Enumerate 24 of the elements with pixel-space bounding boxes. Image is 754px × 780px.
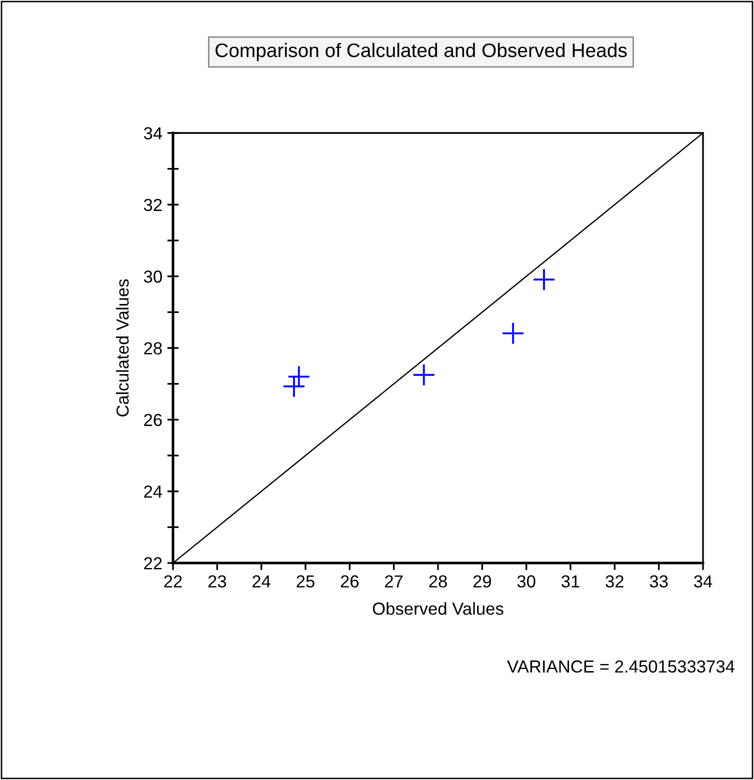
- y-tick-label: 26: [144, 414, 162, 426]
- chart-title: Comparison of Calculated and Observed Heads: [216, 42, 627, 62]
- y-tick-label: 32: [144, 198, 162, 212]
- x-tick-label: 32: [606, 575, 624, 588]
- x-tick-label: 28: [429, 575, 447, 588]
- x-tick-label: 24: [252, 575, 270, 588]
- y-tick-label: 30: [144, 270, 162, 283]
- x-tick-label: 34: [694, 575, 712, 588]
- x-tick-label: 25: [296, 575, 314, 588]
- y-axis-title: Calculated Values: [116, 279, 129, 416]
- x-axis-title: Observed Values: [372, 602, 504, 615]
- x-tick-label: 23: [208, 575, 226, 588]
- text: VARIANCE = 2.45015333734: [507, 660, 734, 673]
- x-tick-label: 30: [517, 575, 536, 588]
- y-tick-label: 22: [144, 557, 162, 570]
- x-tick-label: 27: [385, 575, 403, 588]
- x-tick-label: 33: [650, 575, 668, 588]
- y-tick-label: 28: [144, 342, 162, 354]
- y-tick-label: 34: [144, 127, 162, 140]
- x-tick-label: 22: [164, 575, 182, 588]
- x-tick-label: 26: [340, 575, 359, 588]
- x-tick-label: 29: [473, 575, 491, 588]
- x-tick-label: 31: [562, 575, 580, 588]
- y-tick-label: 24: [144, 486, 162, 498]
